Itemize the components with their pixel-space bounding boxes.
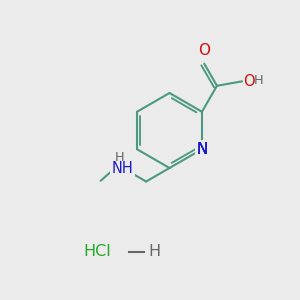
Text: N: N: [196, 142, 208, 157]
Text: H: H: [148, 244, 160, 260]
Text: O: O: [198, 43, 210, 58]
Text: N: N: [196, 142, 208, 157]
Text: NH: NH: [112, 160, 134, 175]
Text: HCl: HCl: [83, 244, 111, 260]
Text: O: O: [243, 74, 255, 89]
Text: H: H: [254, 74, 263, 87]
Text: N: N: [196, 142, 208, 157]
Text: H: H: [115, 151, 124, 164]
